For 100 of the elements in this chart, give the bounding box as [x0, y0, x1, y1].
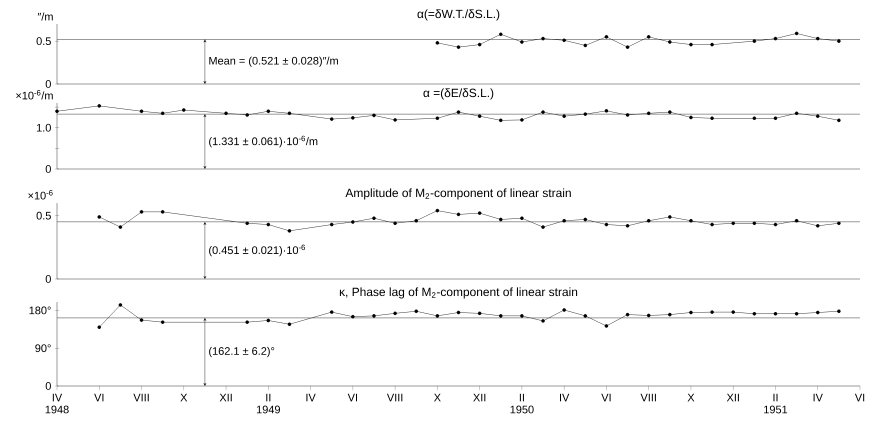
point: [140, 109, 144, 114]
x-tick-label: IV: [814, 394, 823, 402]
point: [689, 42, 693, 46]
point: [710, 116, 714, 120]
point: [288, 229, 292, 233]
point: [668, 110, 672, 114]
point: [478, 114, 482, 118]
point: [646, 112, 650, 116]
x-tick-label: VIII: [133, 394, 149, 402]
point: [816, 310, 820, 314]
point: [456, 110, 460, 114]
point: [668, 40, 672, 44]
chart-title: α(=δW.T./δS.L.): [418, 9, 500, 20]
point: [520, 40, 524, 44]
point: [626, 113, 630, 117]
point: [837, 118, 841, 122]
x-tick-label: VI: [94, 394, 104, 402]
x-tick-label: II 1951: [764, 394, 788, 414]
point: [731, 221, 736, 226]
point: [436, 116, 440, 120]
point: [372, 314, 376, 318]
point: [498, 314, 503, 318]
point: [604, 324, 608, 328]
point: [393, 221, 397, 226]
point: [584, 218, 588, 222]
point: [646, 218, 650, 223]
point: [97, 325, 102, 329]
x-tick-label: X: [688, 394, 694, 402]
point: [330, 222, 334, 226]
x-tick-label: II 1950: [510, 394, 534, 414]
point: [626, 45, 630, 49]
point: [774, 222, 778, 226]
point: [626, 312, 630, 316]
point: [160, 320, 164, 324]
x-tick-label: VIII: [640, 394, 656, 402]
point: [288, 322, 292, 326]
point: [604, 109, 608, 113]
point: [710, 42, 714, 46]
chart-title: Amplitude of M$_{2}$-component of linear strain: [345, 188, 571, 200]
point: [520, 314, 524, 318]
annotation: (162.1 ± 6.2)°: [209, 346, 274, 358]
point: [393, 312, 397, 316]
x-tick-label: II 1949: [256, 394, 280, 414]
point: [837, 39, 841, 43]
x-tick-label: XII: [726, 394, 739, 402]
point: [245, 320, 249, 324]
point: [541, 225, 545, 229]
point: [837, 309, 841, 314]
point: [541, 319, 545, 323]
x-tick-label: XII: [220, 394, 232, 402]
y-tick-label: 0.5: [36, 37, 51, 46]
point: [689, 116, 693, 120]
point: [794, 32, 798, 36]
point: [478, 312, 482, 316]
point: [774, 116, 778, 120]
point: [710, 222, 714, 226]
point: [752, 312, 756, 316]
point: [436, 208, 440, 212]
point: [816, 114, 820, 118]
point: [604, 35, 608, 39]
point: [140, 318, 144, 322]
point: [498, 32, 503, 36]
point: [266, 318, 270, 322]
point: [541, 110, 545, 114]
y-tick-label: 90°: [35, 344, 51, 352]
point: [140, 210, 144, 214]
point: [498, 118, 503, 122]
point: [816, 36, 820, 40]
point: [456, 45, 460, 49]
point: [351, 116, 355, 120]
y-tick-label: 0: [46, 275, 51, 283]
point: [646, 314, 650, 318]
point: [520, 216, 524, 220]
y-tick-label: 180°: [30, 306, 51, 314]
x-tick-label: XII: [473, 394, 486, 402]
point: [245, 221, 249, 226]
point: [414, 218, 418, 223]
point: [837, 221, 841, 226]
point: [794, 312, 798, 316]
annotation: (1.331 ± 0.061)·10$^{-6}$/m: [209, 136, 318, 148]
point: [498, 218, 503, 222]
y-tick-label: 0: [46, 382, 51, 390]
point: [752, 116, 756, 120]
point: [584, 314, 588, 318]
point: [456, 212, 460, 216]
point: [752, 39, 756, 43]
y-axis-title: ″/m: [38, 12, 53, 20]
point: [604, 222, 608, 226]
point: [584, 44, 588, 48]
x-tick-label: VI: [601, 394, 611, 402]
point: [562, 308, 566, 312]
point: [541, 36, 545, 40]
point: [97, 215, 102, 219]
point: [414, 309, 418, 314]
x-tick-label: VIII: [386, 394, 402, 402]
point: [646, 35, 650, 39]
point: [55, 109, 59, 114]
x-tick-label: X: [180, 394, 188, 402]
point: [351, 220, 355, 224]
point: [288, 112, 292, 116]
